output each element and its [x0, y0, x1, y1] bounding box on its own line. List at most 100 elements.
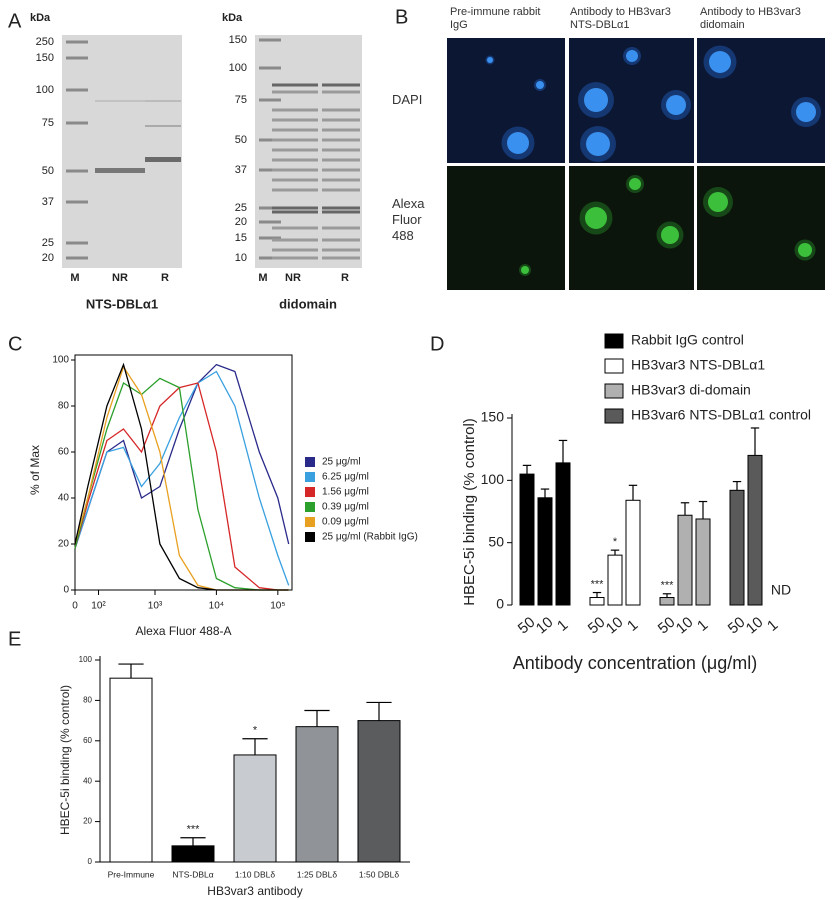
bar — [677, 514, 693, 606]
panel-letter: C — [8, 333, 22, 355]
band — [272, 178, 318, 182]
histogram-line — [74, 363, 290, 549]
y-axis-label: HBEC-5i binding (% control) — [461, 418, 478, 606]
band — [322, 248, 360, 252]
legend-label: 25 μg/ml (Rabbit IgG) — [322, 532, 418, 543]
error-bar — [750, 427, 760, 456]
lane-label: M — [258, 272, 267, 284]
annotation: ND — [771, 582, 791, 598]
x-tick-label: 10⁵ — [270, 601, 285, 612]
micrograph — [697, 166, 825, 290]
marker-label: 20 — [42, 252, 54, 264]
histogram-line — [74, 370, 290, 586]
gel — [62, 35, 182, 268]
band — [322, 226, 360, 230]
legend-label: 0.09 μg/ml — [322, 517, 369, 528]
cell — [666, 95, 686, 115]
legend-swatch — [604, 333, 624, 349]
cell — [796, 102, 816, 122]
y-tick-label: 150 — [481, 409, 505, 425]
legend-swatch — [305, 517, 315, 527]
legend-swatch — [305, 502, 315, 512]
band — [322, 83, 360, 87]
bar — [555, 462, 571, 606]
error-bar — [522, 464, 532, 475]
band — [272, 238, 318, 242]
ladder-band — [66, 40, 88, 44]
y-axis-label: % of Max — [28, 445, 42, 495]
y-tick-label: 40 — [83, 776, 92, 785]
bar — [357, 720, 401, 863]
ladder-band — [66, 200, 88, 204]
marker-label: 75 — [235, 94, 247, 106]
column-header: Pre-immune rabbit IgG — [450, 6, 541, 31]
band — [272, 118, 318, 122]
bar — [625, 499, 641, 606]
bar — [659, 597, 675, 606]
bar — [519, 473, 535, 606]
y-tick-label: 60 — [58, 447, 70, 458]
legend-swatch — [305, 532, 315, 542]
y-tick-label: 80 — [58, 401, 70, 412]
band — [322, 238, 360, 242]
error-bar — [366, 701, 392, 721]
ladder-band — [259, 66, 281, 70]
bar — [171, 845, 215, 863]
ladder-band — [66, 256, 88, 260]
y-tick-label: 100 — [481, 471, 505, 487]
marker-label: 100 — [229, 62, 247, 74]
annotation: *** — [187, 824, 201, 836]
x-tick-label: 1:25 DBLδ — [297, 869, 337, 879]
error-bar — [592, 591, 602, 598]
band — [322, 158, 360, 162]
marker-label: 15 — [235, 232, 247, 244]
lane-label: NR — [112, 272, 128, 284]
annotation: * — [613, 536, 618, 548]
y-tick-label: 80 — [83, 696, 92, 705]
band — [272, 83, 318, 87]
annotation: *** — [591, 578, 605, 590]
ladder-band — [66, 121, 88, 125]
panel-letter: E — [8, 628, 21, 650]
cell — [521, 266, 529, 274]
band — [322, 118, 360, 122]
band — [272, 210, 318, 214]
x-tick-label: 1 — [764, 616, 781, 634]
bar — [109, 677, 153, 863]
error-bar — [698, 500, 708, 519]
cell — [536, 81, 544, 89]
x-tick-label: 1:10 DBLδ — [235, 869, 275, 879]
band — [322, 148, 360, 152]
gel-title: NTS-DBLα1 — [86, 296, 158, 311]
gel-title: didomain — [279, 296, 337, 311]
legend-label: 1.56 μg/ml — [322, 487, 369, 498]
panel-letter: A — [8, 10, 22, 32]
bar — [607, 554, 623, 606]
ladder-band — [259, 256, 281, 260]
panel-letter: D — [430, 333, 444, 355]
annotation: *** — [661, 580, 675, 592]
ladder-band — [259, 168, 281, 172]
error-bar — [732, 480, 742, 491]
x-tick-label: Pre-Immune — [108, 869, 155, 879]
legend-label: HB3var3 NTS-DBLα1 — [631, 357, 765, 373]
annotation: * — [253, 725, 258, 737]
band — [95, 168, 145, 173]
cell — [586, 132, 610, 156]
cell — [629, 178, 641, 190]
ladder-band — [259, 206, 281, 210]
y-tick-label: 100 — [52, 355, 69, 366]
marker-label: 75 — [42, 117, 54, 129]
x-tick-label: 10³ — [148, 601, 163, 612]
error-bar — [558, 439, 568, 463]
legend-swatch — [604, 408, 624, 424]
bar — [695, 518, 711, 606]
y-tick-label: 50 — [488, 533, 504, 549]
error-bar — [118, 663, 144, 679]
marker-label: 20 — [235, 216, 247, 228]
marker-label: 25 — [42, 237, 54, 249]
lane-label: R — [161, 272, 169, 284]
legend-label: HB3var3 di-domain — [631, 382, 751, 398]
